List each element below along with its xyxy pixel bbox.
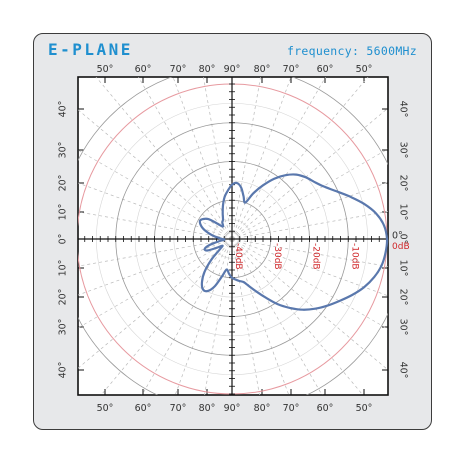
grid-spoke [78, 238, 233, 267]
grid-spoke [231, 211, 388, 240]
polar-grid [78, 77, 388, 395]
grid-spoke [78, 238, 233, 369]
bottom-tick-label: 50° [97, 403, 114, 414]
grid-spoke [231, 238, 388, 330]
bottom-tick-label: 60° [135, 403, 152, 414]
top-tick-label: 50° [356, 64, 373, 75]
db-ring-label: -20dB [311, 243, 321, 270]
plot-area [77, 76, 389, 396]
right-tick-label: 10° [398, 260, 409, 277]
grid-spoke [231, 77, 326, 240]
grid-spoke [231, 238, 388, 267]
grid-spoke [78, 238, 233, 296]
grid-spoke [204, 238, 233, 395]
bottom-tick-label: 90° [224, 403, 241, 414]
frequency-label: frequency: 5600MHz [286, 44, 417, 58]
left-tick-label: 0° [58, 234, 69, 245]
left-tick-label: 40° [58, 362, 69, 379]
zero-angle-label: 0° [392, 231, 403, 242]
grid-spoke [78, 109, 233, 240]
left-tick-label: 20° [58, 175, 69, 192]
right-tick-label: 30° [398, 142, 409, 159]
db-label-zero: 0dB [392, 242, 410, 252]
top-tick-label: 50° [97, 64, 114, 75]
grid-spoke [138, 77, 233, 240]
grid-spoke [95, 77, 233, 240]
bottom-tick-label: 80° [254, 403, 271, 414]
top-tick-label: 60° [135, 64, 152, 75]
grid-spoke [231, 107, 388, 240]
bottom-tick-label: 50° [356, 403, 373, 414]
top-tick-label: 80° [254, 64, 271, 75]
grid-spoke [231, 77, 261, 240]
bottom-tick-label: 70° [170, 403, 187, 414]
grid-spoke [231, 238, 364, 395]
db-ring-label: -40dB [233, 243, 243, 270]
grid-spoke [231, 238, 388, 297]
top-tick-label: 90° [224, 64, 241, 75]
right-tick-label: 40° [398, 101, 409, 118]
grid-spoke [203, 77, 233, 240]
top-tick-label: 60° [317, 64, 334, 75]
right-tick-label: 0° [398, 234, 409, 245]
top-tick-label: 80° [199, 64, 216, 75]
grid-spoke [231, 181, 388, 240]
grid-spoke [231, 238, 388, 371]
db-ring-label: -30dB [272, 243, 282, 270]
grid-spoke [231, 77, 369, 240]
grid-spoke [78, 149, 233, 240]
grid-spoke [231, 238, 290, 395]
grid-spoke [231, 238, 260, 395]
top-tick-label: 70° [283, 64, 300, 75]
right-tick-label: 30° [398, 319, 409, 336]
grid-spoke [78, 182, 233, 240]
bottom-tick-label: 80° [199, 403, 216, 414]
left-tick-label: 10° [58, 260, 69, 277]
grid-spoke [231, 148, 388, 240]
right-tick-label: 10° [398, 204, 409, 221]
left-tick-label: 20° [58, 289, 69, 306]
bottom-tick-label: 60° [317, 403, 334, 414]
left-tick-label: 10° [58, 204, 69, 221]
grid-spoke [231, 238, 323, 395]
right-tick-label: 40° [398, 362, 409, 379]
bottom-tick-label: 70° [283, 403, 300, 414]
left-tick-label: 30° [58, 319, 69, 336]
top-tick-label: 70° [170, 64, 187, 75]
left-tick-label: 40° [58, 101, 69, 118]
grid-spoke [78, 238, 233, 329]
grid-spoke [78, 211, 233, 240]
plot-title: E-PLANE [48, 40, 133, 59]
radiation-pattern [198, 173, 389, 311]
grid-spoke [174, 238, 233, 395]
left-tick-label: 30° [58, 142, 69, 159]
plot-frame [77, 76, 389, 396]
grid-spoke [141, 238, 233, 395]
right-tick-label: 20° [398, 289, 409, 306]
pattern-line [198, 173, 389, 311]
db-ring-label: -10dB [349, 243, 359, 270]
grid-spoke [172, 77, 233, 240]
right-tick-label: 20° [398, 175, 409, 192]
angle-tick-labels: 50° 50° 60° 60° 70° 70° 80° 80° 90° 90° 80° 80° 70° 7… [58, 64, 409, 414]
